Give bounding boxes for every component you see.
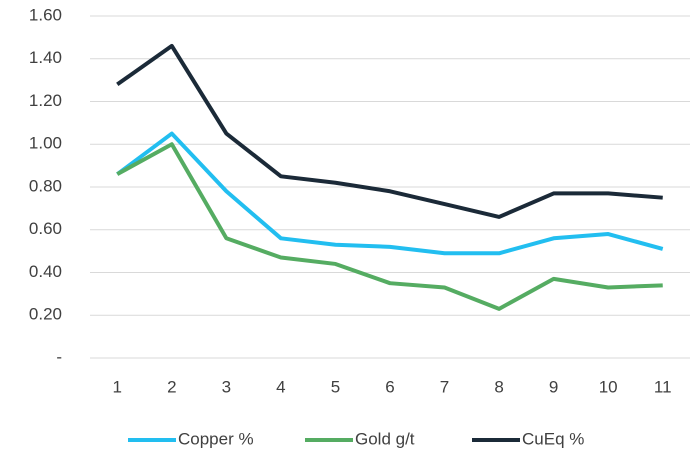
line-series	[116, 131, 664, 256]
y-tick-label: -	[56, 347, 62, 366]
y-tick-label: 1.20	[29, 91, 62, 110]
legend-label: Gold g/t	[355, 429, 415, 448]
y-tick-label: 1.40	[29, 48, 62, 67]
x-tick-label: 7	[440, 377, 449, 396]
line-series	[116, 43, 663, 219]
line-series	[116, 142, 663, 311]
y-tick-label: 0.20	[29, 305, 62, 324]
legend-label: Copper %	[178, 429, 254, 448]
x-tick-label: 11	[654, 377, 672, 396]
x-tick-label: 9	[549, 377, 558, 396]
x-tick-label: 6	[385, 377, 394, 396]
y-tick-label: 0.80	[29, 176, 62, 195]
x-tick-label: 4	[276, 377, 285, 396]
y-tick-label: 0.60	[29, 219, 62, 238]
x-tick-label: 10	[599, 377, 618, 396]
x-tick-label: 2	[167, 377, 176, 396]
x-tick-label: 3	[222, 377, 231, 396]
x-tick-label: 5	[331, 377, 340, 396]
y-tick-label: 1.60	[29, 5, 62, 24]
x-tick-label: 8	[494, 377, 503, 396]
legend-label: CuEq %	[522, 429, 584, 448]
y-tick-label: 0.40	[29, 262, 62, 281]
x-tick-label: 1	[113, 377, 122, 396]
y-tick-label: 1.00	[29, 134, 62, 153]
